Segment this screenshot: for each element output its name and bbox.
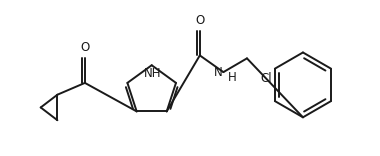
Text: N: N [214,66,222,79]
Text: Cl: Cl [260,72,272,85]
Text: H: H [228,71,237,83]
Text: O: O [80,41,90,54]
Text: O: O [195,14,204,27]
Text: NH: NH [144,67,162,80]
